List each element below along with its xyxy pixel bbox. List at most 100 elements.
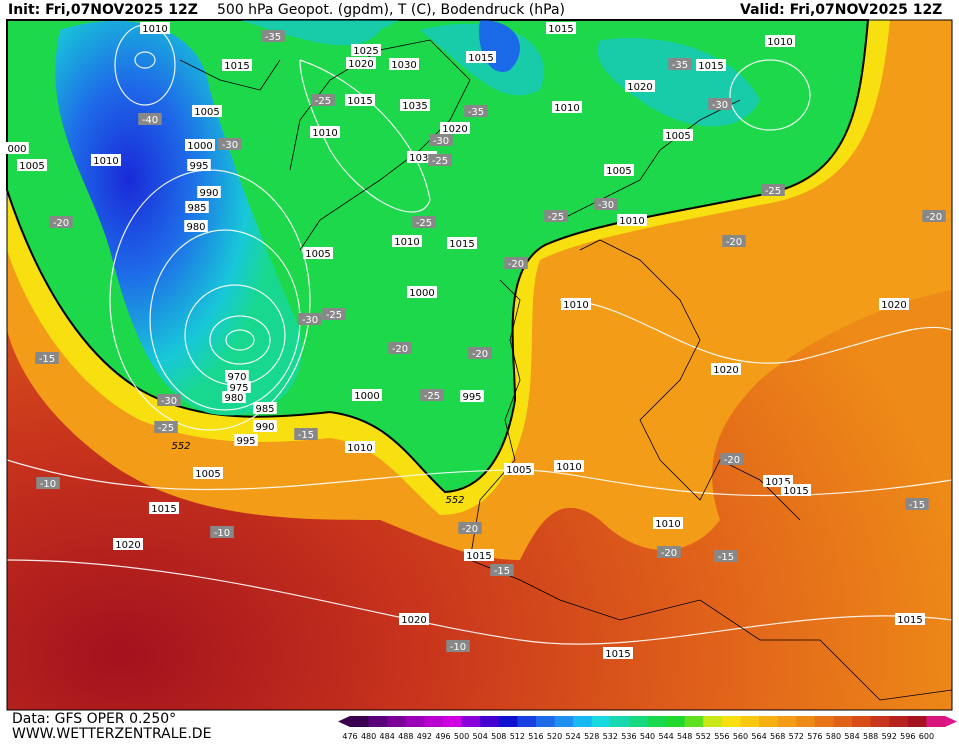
colorbar-label: 476 — [342, 732, 357, 741]
isobar-label: 1015 — [548, 24, 573, 35]
temperature-label: -25 — [432, 156, 448, 167]
map-labels: 1010 1015 1025 1020 1030 1015 1035 1010 1005 1000… — [5, 22, 946, 660]
colorbar-label: 580 — [826, 732, 841, 741]
colorbar-swatch — [926, 716, 946, 727]
colorbar-swatch — [461, 716, 481, 727]
temperature-label-box — [36, 477, 60, 489]
isobar-label-box — [466, 51, 496, 63]
temperature-label-box — [218, 138, 242, 150]
temperature-label-box — [35, 352, 59, 364]
temperature-label-box — [420, 389, 444, 401]
temperature-label: -25 — [315, 96, 331, 107]
colorbar-swatch — [759, 716, 779, 727]
isobar-label: 1015 — [468, 53, 493, 64]
isobar-label-box — [222, 59, 252, 71]
data-source: Data: GFS OPER 0.250° — [12, 711, 176, 727]
temperature-label: -30 — [302, 315, 318, 326]
isobar-label: 1020 — [627, 82, 652, 93]
isobar-label: 995 — [462, 392, 481, 403]
temperature-label-box — [428, 154, 452, 166]
temperature-label: -15 — [494, 566, 510, 577]
colorbar-label: 576 — [807, 732, 822, 741]
isobar-label-box — [464, 549, 494, 561]
isobar-label: 1015 — [449, 239, 474, 250]
temperature-label: -35 — [265, 32, 281, 43]
height-label: 552 — [171, 441, 190, 452]
isobar-label-box — [625, 80, 655, 92]
cold-pools — [240, 20, 760, 127]
isobar-label-box — [253, 420, 277, 432]
colorbar-swatch — [814, 716, 834, 727]
colorbar-label: 572 — [789, 732, 804, 741]
isobar-label: 1015 — [151, 504, 176, 515]
colorbar-swatch — [647, 716, 667, 727]
isobar-label-box — [225, 370, 249, 382]
isobar-label: 1010 — [312, 128, 337, 139]
temperature-label: -25 — [158, 423, 174, 434]
temperature-label: -20 — [53, 218, 69, 229]
temperature-label-box — [905, 498, 929, 510]
temperature-label: -35 — [468, 107, 484, 118]
isobar-label: 1015 — [466, 551, 491, 562]
isobar-label-box — [346, 57, 376, 69]
temperature-label-box — [388, 342, 412, 354]
isobar-label: 1015 — [897, 615, 922, 626]
isobar-label: 1030 — [391, 60, 416, 71]
isobar-label: 1005 — [305, 249, 330, 260]
isobar-label: 000 — [7, 144, 26, 155]
isobar-label: 970 — [227, 372, 246, 383]
temperature-label: -20 — [392, 344, 408, 355]
isobar-label-box — [303, 247, 333, 259]
isobar-label-box — [895, 613, 925, 625]
colorbar-label: 544 — [658, 732, 673, 741]
colorbar-label: 500 — [454, 732, 469, 741]
temperature-label-box — [464, 105, 488, 117]
temperature-label-box — [294, 428, 318, 440]
isobar-label-box — [310, 126, 340, 138]
temperature-label: -35 — [672, 60, 688, 71]
colorbar-swatch — [405, 716, 425, 727]
isobar-label-box — [345, 441, 375, 453]
colorbar-swatch — [870, 716, 890, 727]
isobar-label-box — [184, 220, 208, 232]
temperature-label-box — [157, 394, 181, 406]
temperature-label: -25 — [765, 186, 781, 197]
isobar-label-box — [552, 101, 582, 113]
colorbar-label: 548 — [677, 732, 692, 741]
isobar-label: 1000 — [187, 141, 212, 152]
temperature-label-box — [668, 58, 692, 70]
website: WWW.WETTERZENTRALE.DE — [12, 726, 211, 741]
isobar-label-box — [617, 214, 647, 226]
temperature-label: -30 — [712, 100, 728, 111]
map-title: 500 hPa Geopot. (gpdm), T (C), Bodendruc… — [217, 2, 565, 18]
isobar-label: 1005 — [665, 131, 690, 142]
temperature-label: -30 — [161, 396, 177, 407]
isobar-label-box — [185, 139, 215, 151]
temperature-label-box — [722, 235, 746, 247]
colorbar-swatch — [442, 716, 463, 727]
isobar-label-box — [345, 94, 375, 106]
temperature-label-box — [468, 347, 492, 359]
temperature-label: -15 — [909, 500, 925, 511]
isobar-label-box — [447, 237, 477, 249]
isobar-label: 985 — [255, 404, 274, 415]
isobar-label-box — [696, 59, 726, 71]
isobar-label-box — [5, 142, 29, 154]
colorbar-swatch — [889, 716, 909, 727]
colorbar-label: 484 — [380, 732, 395, 741]
isobar-label: 1035 — [402, 101, 427, 112]
temperature-label-box — [490, 564, 514, 576]
isobar-label: 1010 — [93, 156, 118, 167]
isobar-label-box — [765, 35, 795, 47]
isobar-label: 1020 — [713, 365, 738, 376]
colorbar-swatch — [535, 716, 556, 727]
temperature-label-box — [714, 550, 738, 562]
isobar-label-box — [253, 402, 277, 414]
colorbar-swatch — [573, 716, 593, 727]
temperature-label: -25 — [326, 310, 342, 321]
colorbar-label: 480 — [361, 732, 376, 741]
temperature-label-box — [594, 198, 618, 210]
isobar-label-box — [460, 390, 484, 402]
colorbar-swatch — [907, 716, 927, 727]
